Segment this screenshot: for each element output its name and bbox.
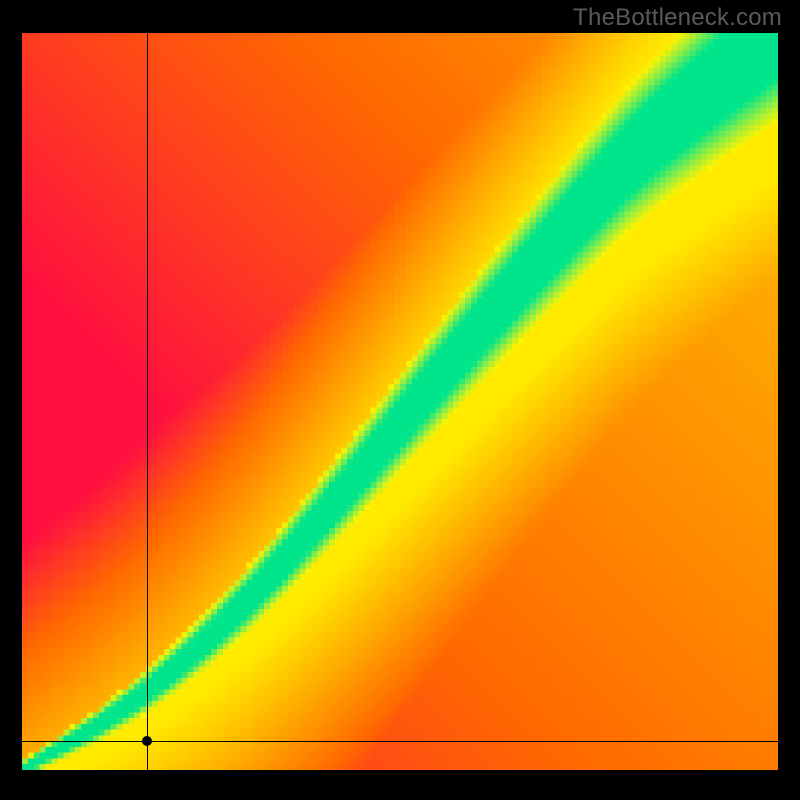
heatmap-canvas: [22, 33, 778, 770]
marker-dot: [142, 736, 152, 746]
marker-horizontal-line: [22, 741, 778, 742]
heatmap-plot: [22, 33, 778, 770]
marker-vertical-line: [147, 33, 148, 770]
watermark-text: TheBottleneck.com: [573, 4, 782, 32]
